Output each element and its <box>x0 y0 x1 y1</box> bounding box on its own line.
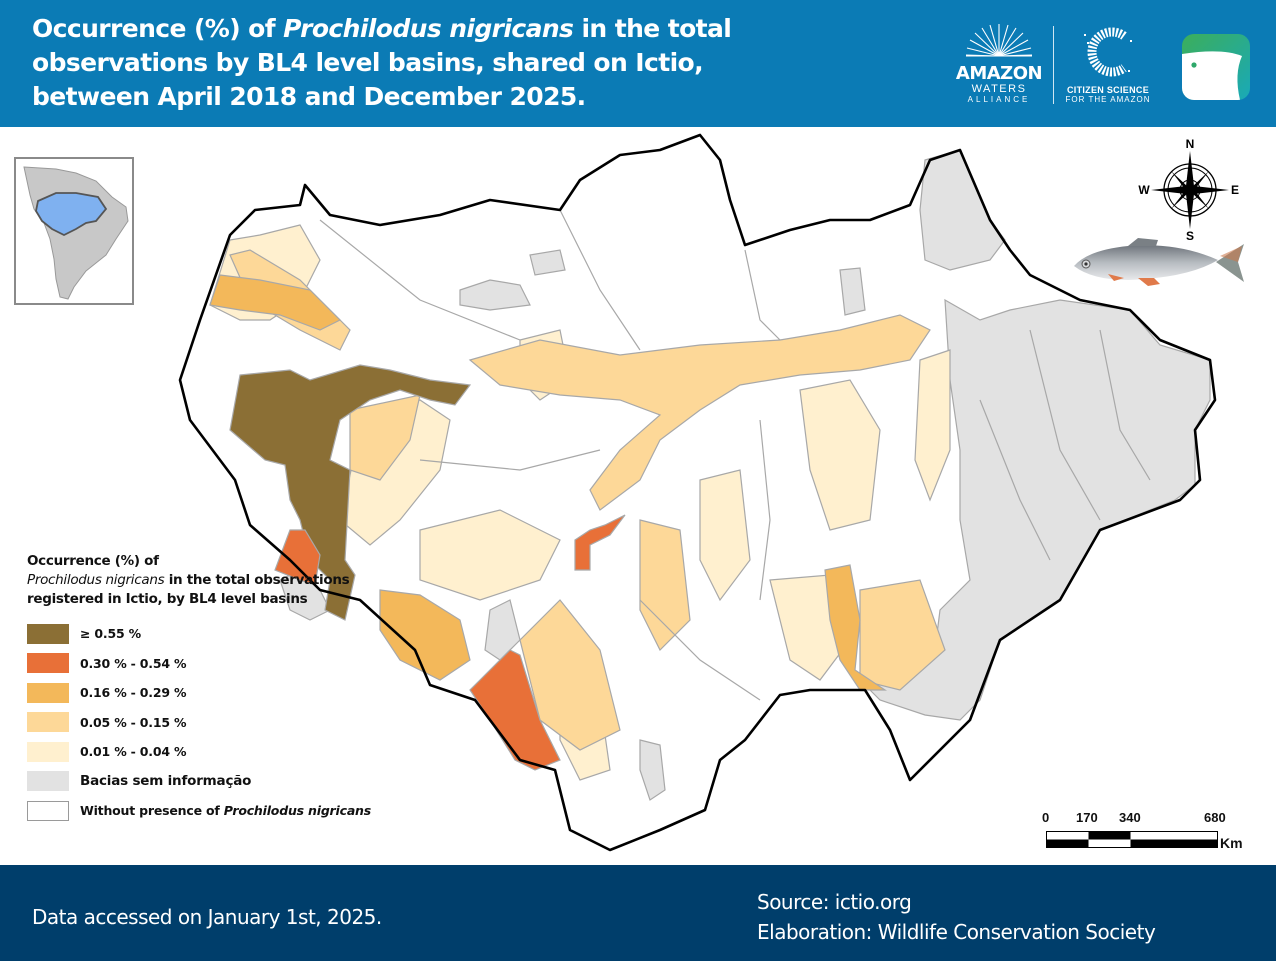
legend-item-nodata: Bacias sem informação <box>27 767 397 797</box>
scale-bar-graphic <box>1046 831 1218 848</box>
logo-amazon-text: AMAZON <box>955 63 1043 84</box>
basin-c005-5 <box>859 579 946 691</box>
legend-label: 0.01 % - 0.04 % <box>80 744 187 760</box>
basin-nodata-north <box>919 149 1006 271</box>
title-text-2: in the total observations by BL4 level b… <box>32 14 732 111</box>
citizen-science-logo: CITIZEN SCIENCE FOR THE AMAZON <box>1058 26 1158 106</box>
legend-title-text-2: in the total observations registered in … <box>27 572 350 607</box>
inset-locator-map <box>14 157 134 305</box>
page-title: Occurrence (%) of Prochilodus nigricans … <box>32 12 732 114</box>
data-accessed-text: Data accessed on January 1st, 2025. <box>32 905 382 929</box>
legend-item-005: 0.05 % - 0.15 % <box>27 708 397 738</box>
basin-nodata-3 <box>839 267 866 316</box>
basin-c005-main <box>468 314 931 511</box>
legend-items: ≥ 0.55 % 0.30 % - 0.54 % 0.16 % - 0.29 %… <box>27 619 397 826</box>
compass-w: W <box>1138 183 1150 197</box>
logo-for-the-amazon-text: FOR THE AMAZON <box>1065 95 1151 104</box>
source-text: Source: ictio.org <box>757 890 912 914</box>
legend-label: 0.05 % - 0.15 % <box>80 714 187 730</box>
legend-title-text-1: Occurrence (%) of <box>27 553 159 569</box>
basin-c001-3 <box>419 509 561 601</box>
legend-label: 0.16 % - 0.29 % <box>80 685 187 701</box>
logo-waters-text: WATERS <box>971 83 1027 95</box>
credits: Source: ictio.org Elaboration: Wildlife … <box>757 887 1156 947</box>
legend-label-prefix: Without presence of <box>80 803 224 819</box>
basin-c001-4 <box>699 469 751 602</box>
legend-item-055: ≥ 0.55 % <box>27 619 397 649</box>
scale-unit: Km <box>1220 835 1243 851</box>
sunburst-icon <box>965 24 1033 57</box>
footer: Data accessed on January 1st, 2025. Sour… <box>0 865 1276 961</box>
amazon-basin-map <box>178 133 1217 852</box>
prochilodus-fish-icon <box>1074 238 1244 286</box>
ictio-app-icon <box>1182 34 1250 100</box>
scale-tick-170: 170 <box>1076 810 1098 825</box>
legend-swatch <box>27 800 69 821</box>
legend-label: Bacias sem informação <box>80 773 252 790</box>
amazon-waters-alliance-logo: AMAZON WATERS ALLIANCE <box>950 22 1048 106</box>
legend-swatch <box>27 741 69 762</box>
citizen-science-c-icon <box>1084 27 1132 77</box>
header-banner: Occurrence (%) of Prochilodus nigricans … <box>0 0 1276 127</box>
legend-label: Without presence of Prochilodus nigrican… <box>80 803 371 818</box>
logo-citizen-science-text: CITIZEN SCIENCE <box>1066 85 1149 95</box>
legend-label: 0.30 % - 0.54 % <box>80 655 187 671</box>
basin-c030-2 <box>574 514 626 571</box>
title-species: Prochilodus nigricans <box>283 14 574 43</box>
basin-c016-3 <box>824 564 887 691</box>
legend-swatch <box>27 682 69 703</box>
legend-item-absent: Without presence of Prochilodus nigrican… <box>27 796 397 826</box>
legend-item-016: 0.16 % - 0.29 % <box>27 678 397 708</box>
south-america-inset <box>23 166 129 300</box>
legend-label-species: Prochilodus nigricans <box>223 803 371 819</box>
legend-title: Occurrence (%) of Prochilodus nigricans i… <box>27 552 397 609</box>
compass-s: S <box>1186 229 1194 243</box>
basin-c005-2 <box>349 394 421 481</box>
elaboration-text: Elaboration: Wildlife Conservation Socie… <box>757 920 1156 944</box>
legend-swatch <box>27 653 69 674</box>
basin-c016-1 <box>209 274 342 331</box>
compass-n: N <box>1186 137 1195 151</box>
ictio-fish-icon <box>1182 51 1242 100</box>
legend: Occurrence (%) of Prochilodus nigricans i… <box>27 552 397 826</box>
compass-e: E <box>1231 183 1239 197</box>
scale-tick-680: 680 <box>1204 810 1226 825</box>
basin-nodata-6 <box>639 739 666 801</box>
compass-icon: N S W E <box>1138 137 1239 243</box>
amazon-basin-outline <box>178 133 1217 852</box>
basin-c055-main <box>229 364 472 621</box>
map-area <box>0 127 1276 865</box>
legend-label: ≥ 0.55 % <box>80 626 141 642</box>
logo-divider <box>1053 26 1054 104</box>
scale-tick-0: 0 <box>1042 810 1050 825</box>
legend-item-001: 0.01 % - 0.04 % <box>27 737 397 767</box>
legend-swatch <box>27 771 69 792</box>
basin-c001-6 <box>914 349 951 502</box>
legend-item-030: 0.30 % - 0.54 % <box>27 649 397 679</box>
basin-c030-3 <box>469 649 561 771</box>
scale-tick-340: 340 <box>1119 810 1141 825</box>
title-text-1: Occurrence (%) of <box>32 14 284 43</box>
legend-swatch <box>27 623 69 644</box>
basin-c016-2 <box>379 589 471 681</box>
scale-bar: 0 170 340 680 Km <box>1040 810 1260 855</box>
basin-c001-5 <box>799 379 881 531</box>
basin-nodata-2 <box>529 249 566 276</box>
legend-title-species: Prochilodus nigricans <box>27 572 165 588</box>
legend-swatch <box>27 712 69 733</box>
fish-illustration <box>1068 234 1248 292</box>
basin-nodata-1 <box>459 279 531 311</box>
compass-rose: N S W E <box>1135 137 1245 243</box>
logo-alliance-text: ALLIANCE <box>967 95 1031 104</box>
